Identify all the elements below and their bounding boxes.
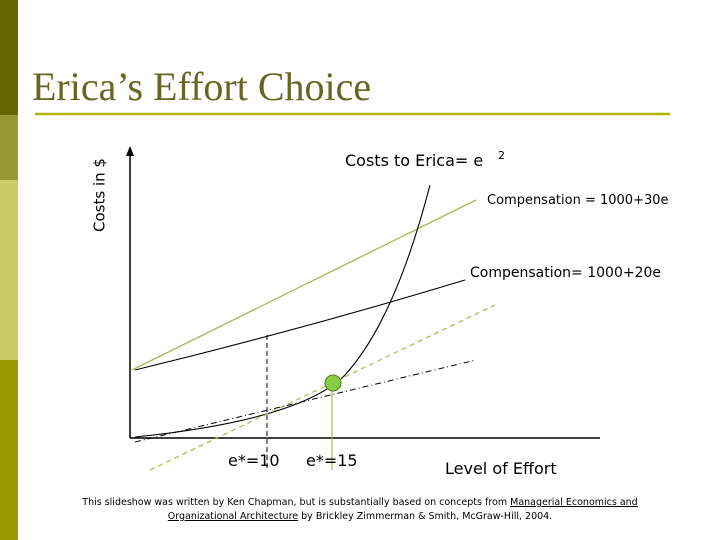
x-axis-label: Level of Effort (445, 459, 557, 478)
sidebar-band (0, 180, 18, 360)
marker-label: e*=15 (306, 451, 358, 470)
y-axis-arrow (126, 146, 134, 156)
cost-label-exponent: 2 (498, 149, 505, 162)
compensation-30-label: Compensation = 1000+30e (487, 193, 669, 208)
slide-title: Erica’s Effort Choice (32, 64, 371, 109)
sidebar-band (0, 115, 18, 180)
marker-label: e*=10 (228, 451, 280, 470)
footer-text: by Brickley Zimmerman & Smith, McGraw-Hi… (298, 511, 553, 522)
compensation-20-line (134, 279, 466, 371)
parallel-30-line (149, 304, 496, 471)
sidebar-band (0, 360, 18, 540)
footer-book: Managerial Economics and (510, 497, 638, 508)
cost-curve (134, 184, 431, 438)
compensation-30-line (131, 199, 477, 371)
sidebar-band (0, 0, 18, 115)
footer-book: Organizational Architecture (167, 511, 299, 522)
footer-text: This slideshow was written by Ken Chapma… (82, 497, 511, 508)
optimum-point (324, 374, 342, 392)
cost-label: Costs to Erica= e (345, 151, 483, 170)
footer-line: This slideshow was written by Ken Chapma… (0, 497, 720, 508)
footer-line: Organizational Architecture by Brickley … (0, 511, 720, 522)
compensation-20-label: Compensation= 1000+20e (470, 265, 661, 281)
y-axis-label: Costs in $ (91, 158, 109, 232)
parallel-20-line (134, 359, 477, 443)
